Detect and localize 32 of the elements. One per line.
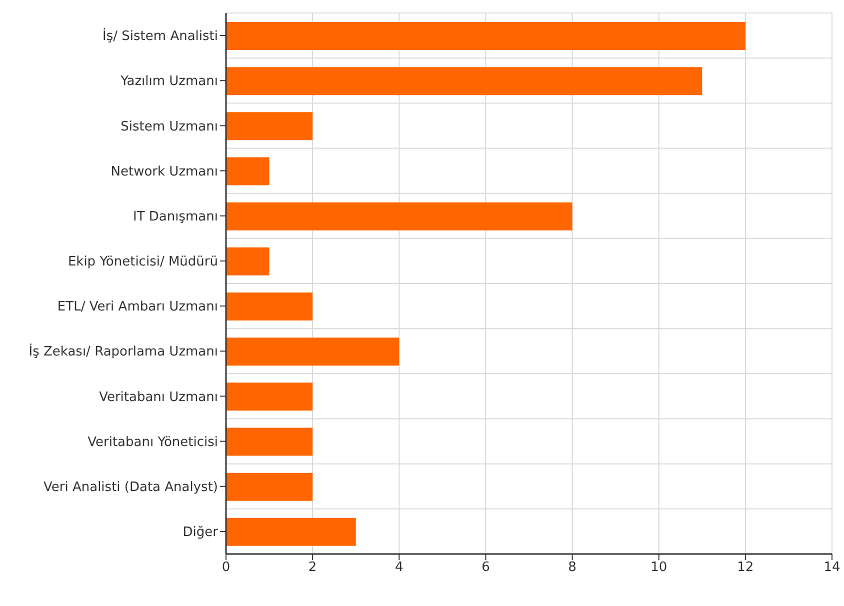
y-tick-label: Network Uzmanı [110, 164, 218, 180]
bar [226, 202, 572, 230]
x-tick-label: 6 [482, 560, 490, 576]
y-tick-label: Veritabanı Yöneticisi [88, 434, 218, 450]
x-tick-label: 4 [395, 560, 404, 576]
y-tick-label: Veri Analisti (Data Analyst) [44, 480, 218, 495]
y-tick-label: Yazılım Uzmanı [120, 74, 218, 90]
x-tick-label: 14 [824, 560, 840, 576]
bar [226, 518, 356, 546]
y-tick-label: Ekip Yöneticisi/ Müdürü [68, 254, 218, 270]
bar [226, 112, 313, 140]
y-tick-label: ETL/ Veri Ambarı Uzmanı [57, 300, 218, 315]
y-tick-label: İş Zekası/ Raporlama Uzmanı [28, 344, 218, 360]
bar [226, 382, 313, 411]
x-tick-label: 2 [308, 560, 317, 576]
y-tick-label: IT Danışmanı [133, 209, 218, 224]
bar [226, 428, 313, 456]
bar [226, 292, 313, 320]
x-tick-label: 0 [222, 560, 230, 576]
bar [226, 472, 313, 501]
bar [226, 67, 702, 96]
y-tick-label: Sistem Uzmanı [120, 119, 218, 134]
bar [226, 247, 270, 276]
y-tick-label: İş/ Sistem Analisti [102, 28, 218, 44]
y-tick-label: Diğer [182, 525, 219, 540]
bar [226, 157, 270, 186]
x-tick-label: 12 [737, 560, 754, 576]
x-tick-label: 10 [650, 560, 668, 576]
y-tick-label: Veritabanı Uzmanı [99, 390, 218, 405]
bar [226, 22, 746, 50]
x-tick-label: 8 [568, 560, 576, 576]
bar [226, 338, 400, 366]
